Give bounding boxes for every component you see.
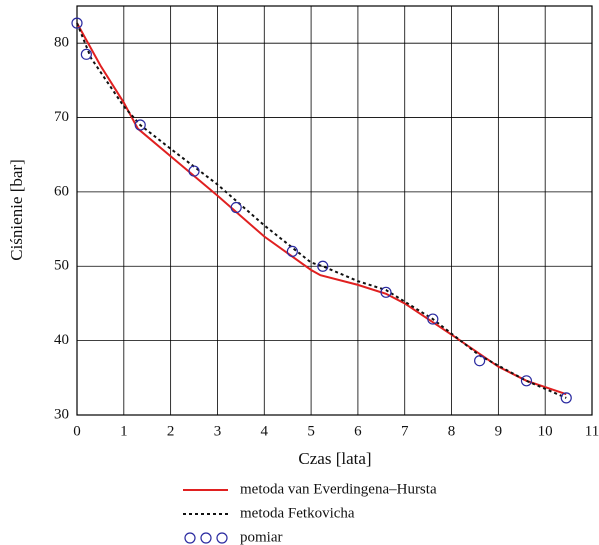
data-point <box>230 201 242 214</box>
x-tick-label: 8 <box>448 423 456 439</box>
data-point <box>80 48 92 60</box>
y-tick-label: 30 <box>54 406 69 422</box>
data-point <box>520 375 533 387</box>
data-point <box>286 245 298 257</box>
x-tick-label: 2 <box>167 423 175 439</box>
series-line <box>76 22 567 396</box>
data-point <box>427 313 439 325</box>
x-tick-label: 9 <box>495 423 503 439</box>
plot-area <box>76 5 593 416</box>
legend-label: pomiar <box>240 529 283 545</box>
y-tick-label: 60 <box>54 183 69 199</box>
data-point <box>560 392 572 404</box>
series-line <box>76 22 567 399</box>
x-tick-label: 6 <box>354 423 362 439</box>
x-axis-label: Czas [lata] <box>298 449 371 468</box>
y-tick-label: 70 <box>54 109 69 125</box>
x-tick-label: 3 <box>214 423 222 439</box>
x-tick-label: 4 <box>261 423 269 439</box>
data-point <box>71 17 83 29</box>
data-point <box>134 119 146 131</box>
data-point <box>188 165 200 177</box>
x-tick-label: 1 <box>120 423 128 439</box>
x-tick-label: 10 <box>538 423 553 439</box>
x-tick-label: 11 <box>585 423 599 439</box>
data-point <box>380 286 392 298</box>
legend-label: metoda van Everdingena–Hursta <box>240 481 437 497</box>
x-tick-label: 0 <box>73 423 81 439</box>
legend-swatch <box>200 532 212 544</box>
data-point <box>317 260 329 272</box>
legend-label: metoda Fetkovicha <box>240 505 355 521</box>
x-tick-label: 5 <box>307 423 315 439</box>
y-tick-label: 50 <box>54 258 69 274</box>
x-tick-label: 7 <box>401 423 409 439</box>
data-point <box>474 355 486 367</box>
y-tick-label: 40 <box>54 332 69 348</box>
legend-swatch <box>216 532 228 544</box>
y-tick-label: 80 <box>54 35 69 51</box>
y-axis-label: Ciśnienie [bar] <box>7 159 26 261</box>
legend-swatch <box>184 532 196 544</box>
